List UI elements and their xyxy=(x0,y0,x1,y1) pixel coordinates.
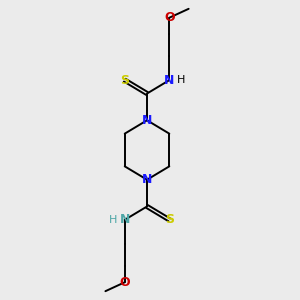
Text: N: N xyxy=(119,213,130,226)
Text: O: O xyxy=(164,11,175,24)
Text: O: O xyxy=(119,276,130,289)
Text: N: N xyxy=(164,74,175,87)
Text: H: H xyxy=(176,75,185,85)
Text: S: S xyxy=(165,213,174,226)
Text: S: S xyxy=(120,74,129,87)
Text: H: H xyxy=(109,215,118,225)
Text: N: N xyxy=(142,114,152,127)
Text: N: N xyxy=(142,173,152,186)
